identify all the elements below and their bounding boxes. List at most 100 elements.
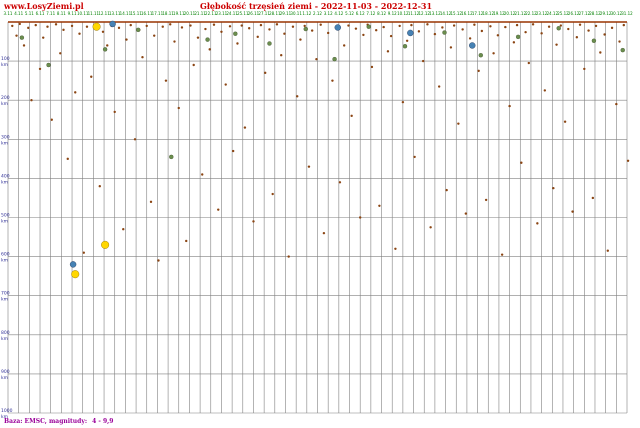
- quake-point: [85, 25, 89, 28]
- quake-point: [531, 23, 535, 26]
- quake-point: [201, 173, 204, 176]
- quake-point: [374, 29, 378, 32]
- date-tick-label: 20.12: [504, 11, 516, 16]
- date-tick-label: 17.12: [472, 11, 484, 16]
- depth-tick-label: 200: [1, 95, 10, 101]
- quake-point: [291, 25, 295, 28]
- quake-point: [437, 85, 441, 88]
- quake-point: [212, 23, 216, 26]
- quake-point: [157, 259, 160, 262]
- quake-point: [426, 23, 429, 26]
- quake-point: [252, 220, 255, 223]
- quake-point: [449, 46, 453, 49]
- quake-point: [161, 25, 164, 28]
- quake-point: [74, 91, 77, 94]
- quake-point: [382, 25, 385, 29]
- quake-point: [620, 47, 625, 53]
- quake-point: [394, 247, 397, 250]
- date-tick-label: 25.12: [557, 11, 569, 16]
- quake-point: [117, 26, 121, 30]
- date-tick-label: 13.12: [429, 11, 441, 16]
- quake-point: [283, 32, 286, 35]
- quake-point: [469, 42, 476, 49]
- quake-point: [587, 29, 590, 32]
- depth-tick-label: 600: [1, 252, 10, 258]
- date-tick-label: 27.11: [258, 11, 270, 16]
- date-tick-label: 5.11: [25, 11, 34, 16]
- quake-point: [559, 24, 563, 27]
- date-tick-label: 16.12: [461, 11, 473, 16]
- quake-point: [34, 23, 37, 27]
- quake-point: [71, 270, 80, 279]
- depth-unit-label: km: [1, 219, 8, 225]
- quake-point: [69, 261, 77, 268]
- quake-point: [106, 44, 109, 47]
- quake-point: [452, 24, 456, 27]
- depth-unit-label: km: [1, 258, 8, 264]
- quake-point: [402, 44, 408, 49]
- date-tick-label: 15.12: [451, 11, 463, 16]
- quake-point: [59, 52, 62, 55]
- quake-point: [185, 239, 188, 243]
- quake-point: [401, 100, 405, 104]
- quake-point: [92, 22, 101, 31]
- depth-tick-label: 400: [1, 173, 10, 179]
- quake-point: [370, 65, 374, 69]
- quake-point: [231, 149, 235, 153]
- quake-point: [615, 102, 618, 106]
- date-tick-label: 10.12: [397, 11, 409, 16]
- quake-point: [153, 34, 156, 37]
- quake-point: [610, 26, 614, 30]
- quake-point: [27, 26, 30, 30]
- quake-point: [46, 62, 51, 68]
- quake-point: [256, 35, 259, 39]
- quake-point: [102, 47, 108, 52]
- quake-point: [50, 118, 53, 121]
- quake-point: [145, 24, 148, 28]
- date-tick-label: 8.11: [57, 11, 66, 16]
- date-tick-label: 7.12: [366, 11, 375, 16]
- depth-tick-label: 500: [1, 213, 10, 219]
- quake-point: [618, 40, 621, 43]
- quake-point: [389, 34, 393, 38]
- date-tick-label: 22.11: [205, 11, 217, 16]
- quake-point: [555, 43, 558, 46]
- quake-point: [354, 27, 358, 30]
- date-tick-label: 9.12: [388, 11, 397, 16]
- quake-point: [11, 24, 14, 28]
- date-tick-label: 25.11: [237, 11, 249, 16]
- quake-point: [478, 53, 483, 58]
- quake-point: [109, 20, 116, 28]
- quake-point: [113, 110, 116, 114]
- quake-point: [350, 114, 353, 118]
- quake-point: [492, 52, 495, 55]
- date-tick-label: 18.11: [162, 11, 174, 16]
- quake-point: [66, 157, 69, 161]
- quake-point: [464, 212, 468, 215]
- quake-point: [441, 26, 444, 29]
- quake-point: [30, 99, 33, 102]
- quake-point: [591, 38, 597, 43]
- quake-point: [280, 54, 283, 57]
- date-tick-label: 22.12: [525, 11, 537, 16]
- quake-point: [552, 186, 555, 190]
- quake-point: [208, 48, 211, 51]
- quake-point: [296, 95, 299, 98]
- depth-unit-label: km: [1, 336, 8, 342]
- quake-point: [243, 126, 247, 129]
- depth-tick-label: 1000: [1, 408, 13, 414]
- quake-point: [338, 181, 342, 184]
- quake-point: [287, 255, 290, 258]
- quake-point: [303, 26, 308, 32]
- quake-point: [332, 56, 337, 62]
- quake-point: [500, 253, 504, 256]
- quake-point: [331, 79, 334, 82]
- quake-point: [326, 31, 330, 35]
- date-tick-label: 18.12: [483, 11, 495, 16]
- quake-point: [78, 32, 81, 35]
- quake-point: [322, 231, 326, 235]
- quake-point: [342, 44, 346, 47]
- date-tick-label: 27.12: [579, 11, 591, 16]
- quake-point: [405, 39, 409, 42]
